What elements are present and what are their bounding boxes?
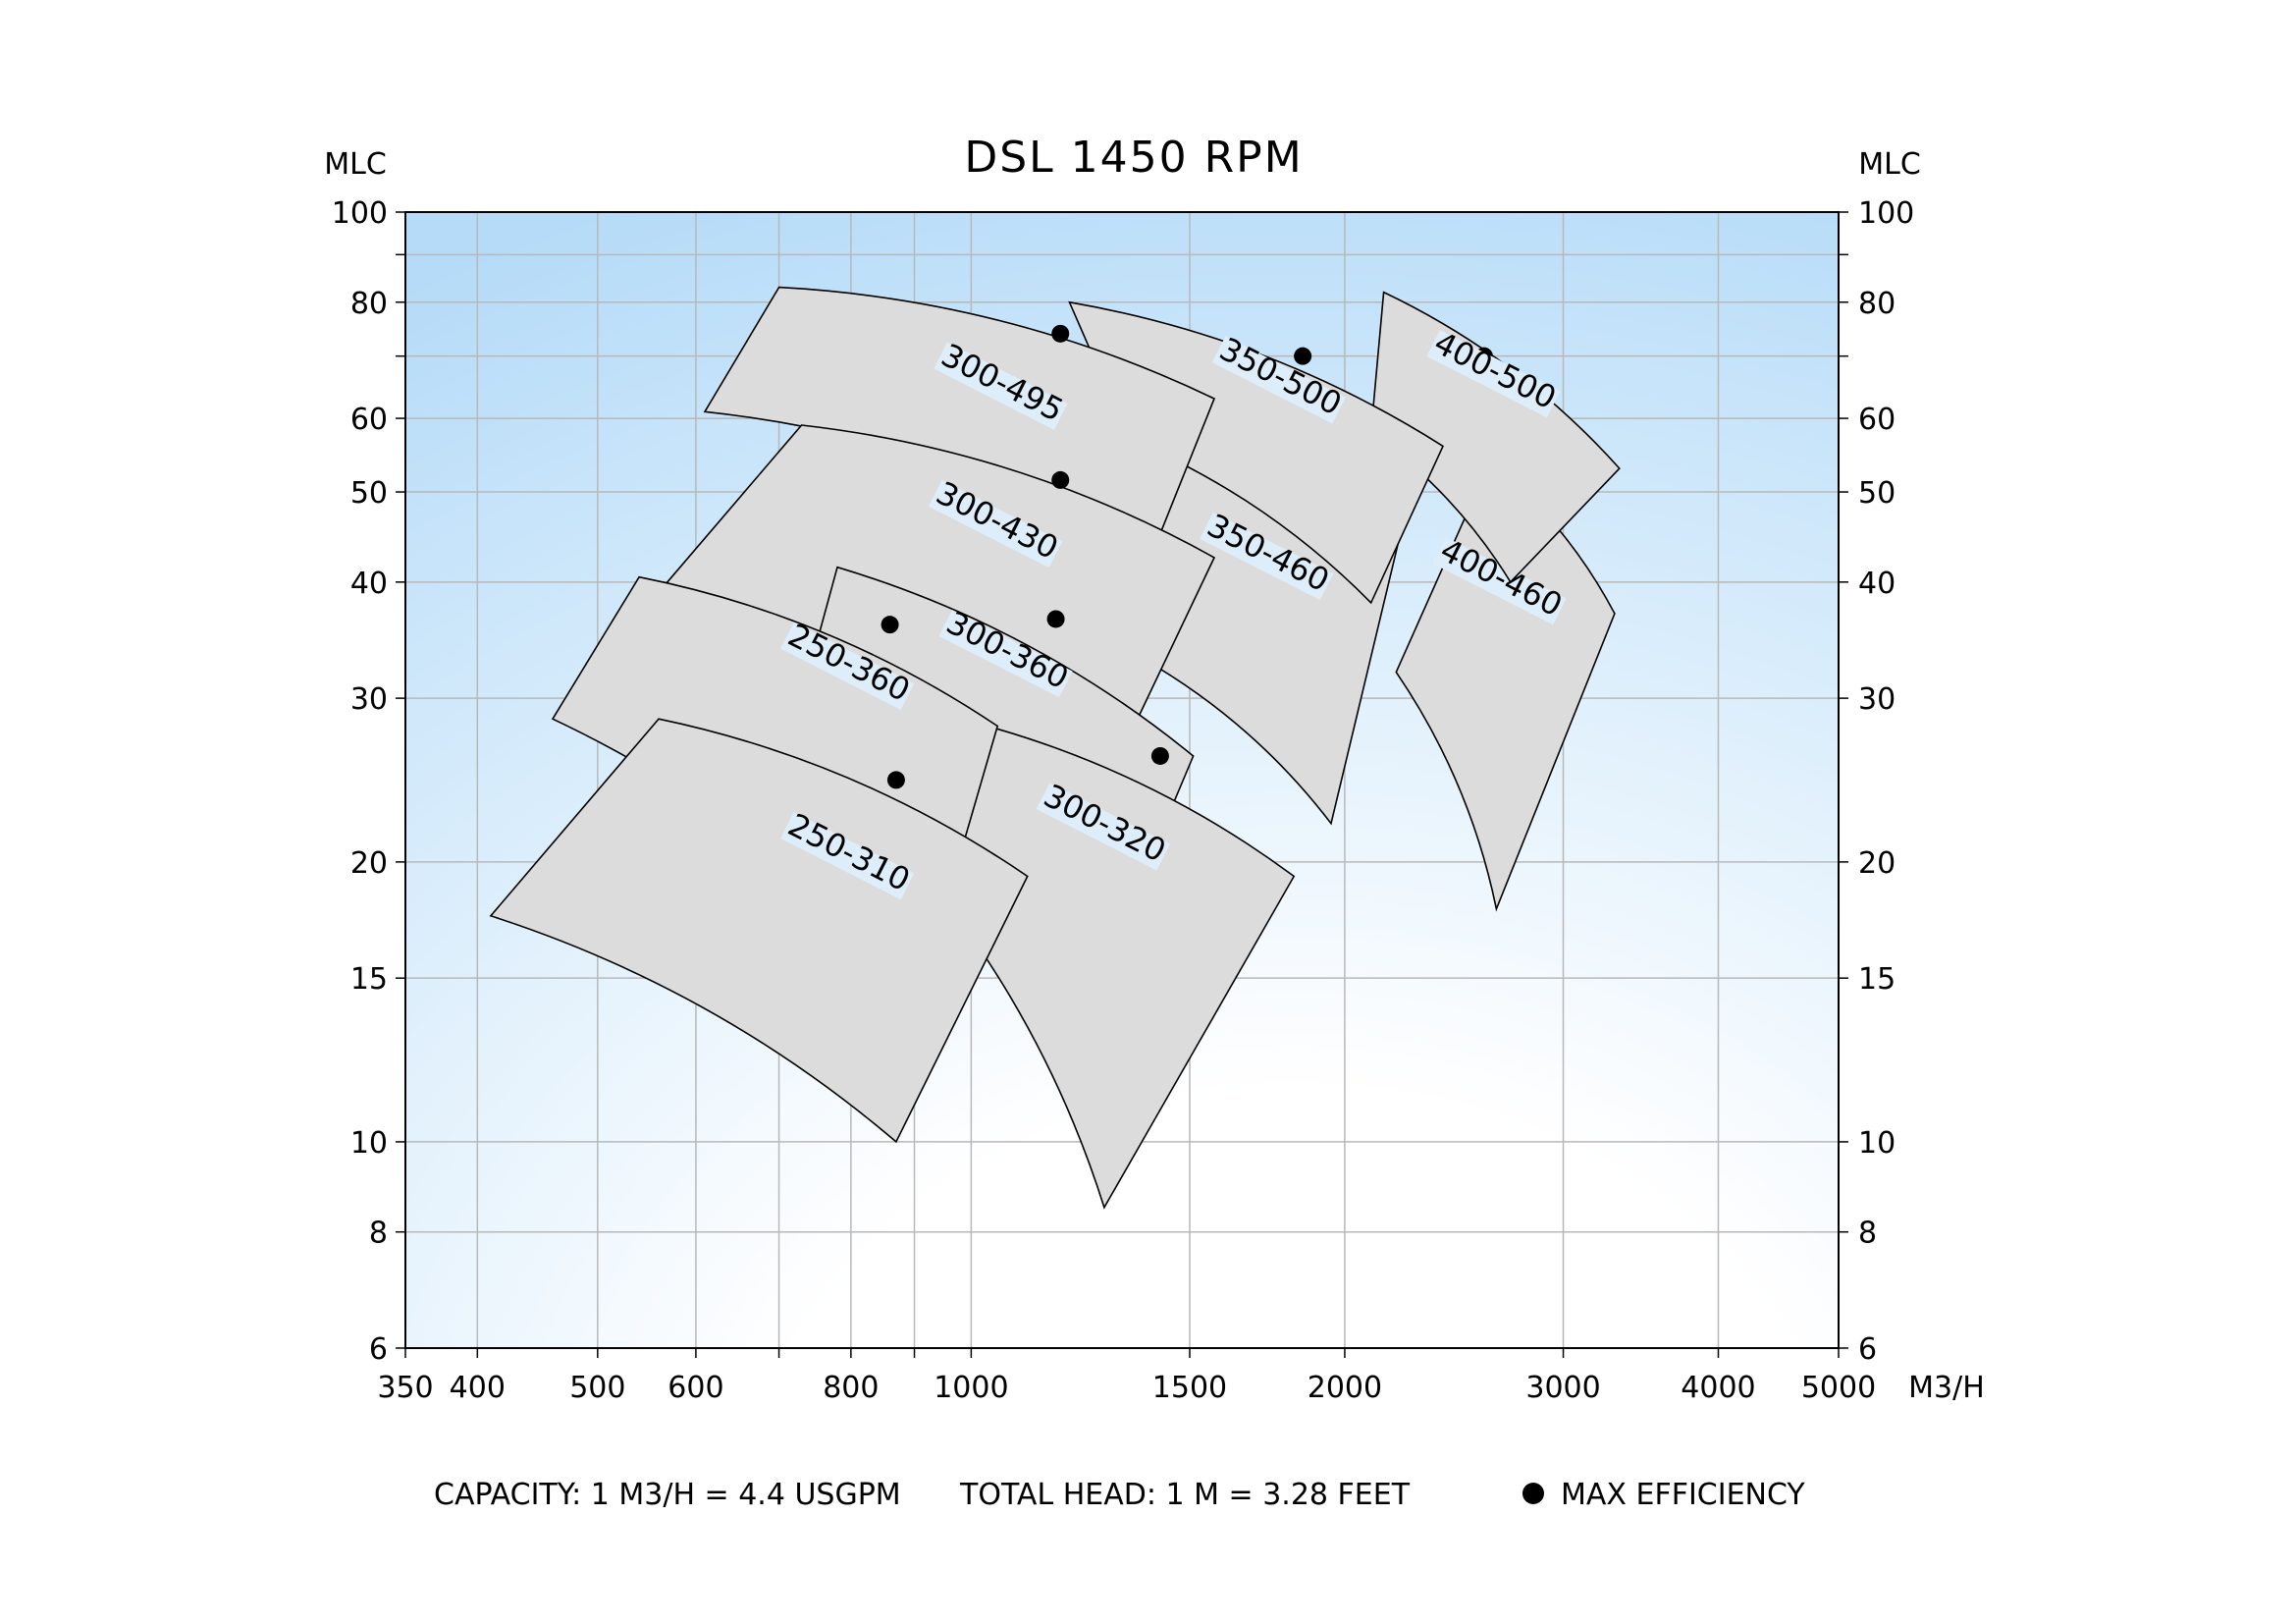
total-head-note: TOTAL HEAD: 1 M = 3.28 FEET <box>959 1478 1411 1512</box>
y-tick-label-left: 15 <box>350 962 388 997</box>
region-label-bg <box>938 610 1073 698</box>
y-tick-label-right: 30 <box>1858 682 1896 717</box>
region-label-bg <box>780 622 915 710</box>
pump-region-300-320: 300-320 <box>913 718 1296 1210</box>
y-tick-label-right: 20 <box>1858 846 1896 881</box>
max-efficiency-point <box>1051 324 1070 343</box>
x-tick-label: 5000 <box>1801 1371 1876 1405</box>
plot-frame <box>404 211 1840 1349</box>
region-label-bg <box>780 812 915 900</box>
region-label-bg <box>1432 537 1567 625</box>
x-tick-label: 600 <box>667 1371 723 1405</box>
region-label-bg <box>934 342 1068 430</box>
y-tick-label-left: 8 <box>369 1217 388 1251</box>
region-area <box>913 718 1296 1210</box>
y-tick-label-right: 40 <box>1858 567 1896 601</box>
max-efficiency-point <box>886 771 905 789</box>
region-label-bg <box>929 479 1063 568</box>
x-tick-label: 1000 <box>934 1371 1008 1405</box>
x-axis-unit: M3/H <box>1908 1371 1985 1405</box>
y-tick-label-right: 100 <box>1858 196 1914 231</box>
x-tick-label: 1500 <box>1152 1371 1227 1405</box>
y-axis-unit-left: MLC <box>324 147 387 182</box>
capacity-note: CAPACITY: 1 M3/H = 4.4 USGPM <box>434 1478 901 1512</box>
max-efficiency-point <box>1046 610 1065 628</box>
x-tick-label: 500 <box>569 1371 625 1405</box>
y-tick-label-left: 40 <box>350 567 388 601</box>
max-efficiency-point <box>1051 470 1070 489</box>
x-tick-label: 350 <box>377 1371 433 1405</box>
pump-region-300-495: 300-495 <box>703 286 1216 555</box>
x-tick-label: 400 <box>450 1371 506 1405</box>
region-label-bg <box>1426 330 1561 418</box>
max-efficiency-legend-marker <box>1522 1483 1544 1504</box>
x-tick-label: 3000 <box>1525 1371 1600 1405</box>
max-efficiency-point <box>1294 347 1312 365</box>
region-area <box>1369 291 1621 584</box>
x-tick-label: 2000 <box>1308 1371 1382 1405</box>
y-tick-label-right: 15 <box>1858 962 1896 997</box>
region-label-bg <box>1200 512 1334 601</box>
y-tick-label-left: 100 <box>332 196 388 231</box>
region-label-bg <box>1036 783 1170 871</box>
y-tick-label-left: 80 <box>350 287 388 321</box>
chart-title: DSL 1450 RPM <box>964 133 1303 183</box>
y-tick-label-left: 20 <box>350 846 388 881</box>
region-area <box>489 718 1029 1144</box>
y-tick-label-right: 80 <box>1858 287 1896 321</box>
y-tick-label-right: 6 <box>1858 1332 1877 1367</box>
y-tick-label-right: 50 <box>1858 476 1896 511</box>
y-tick-label-left: 60 <box>350 403 388 437</box>
y-tick-label-right: 10 <box>1858 1126 1896 1161</box>
pump-region-250-310: 250-310 <box>489 718 1029 1144</box>
max-efficiency-point <box>1150 746 1169 765</box>
pump-regions: 400-460400-500350-460350-500300-495300-4… <box>489 286 1621 1210</box>
max-efficiency-legend-label: MAX EFFICIENCY <box>1561 1478 1805 1512</box>
y-tick-label-left: 10 <box>350 1126 388 1161</box>
y-axis-unit-right: MLC <box>1858 147 1921 182</box>
y-tick-label-right: 60 <box>1858 403 1896 437</box>
y-tick-label-left: 6 <box>369 1332 388 1367</box>
y-tick-label-right: 8 <box>1858 1217 1877 1251</box>
y-tick-label-left: 30 <box>350 682 388 717</box>
max-efficiency-point <box>881 616 899 634</box>
x-tick-label: 800 <box>823 1371 879 1405</box>
axis-ticks: 350 400 500 600 800 1000 1500 2000 3000 4000 5000 6… <box>332 196 1915 1405</box>
region-label-bg <box>1211 336 1346 424</box>
y-tick-label-left: 50 <box>350 476 388 511</box>
x-tick-label: 4000 <box>1681 1371 1755 1405</box>
pump-region-400-500: 400-500 <box>1369 291 1621 584</box>
